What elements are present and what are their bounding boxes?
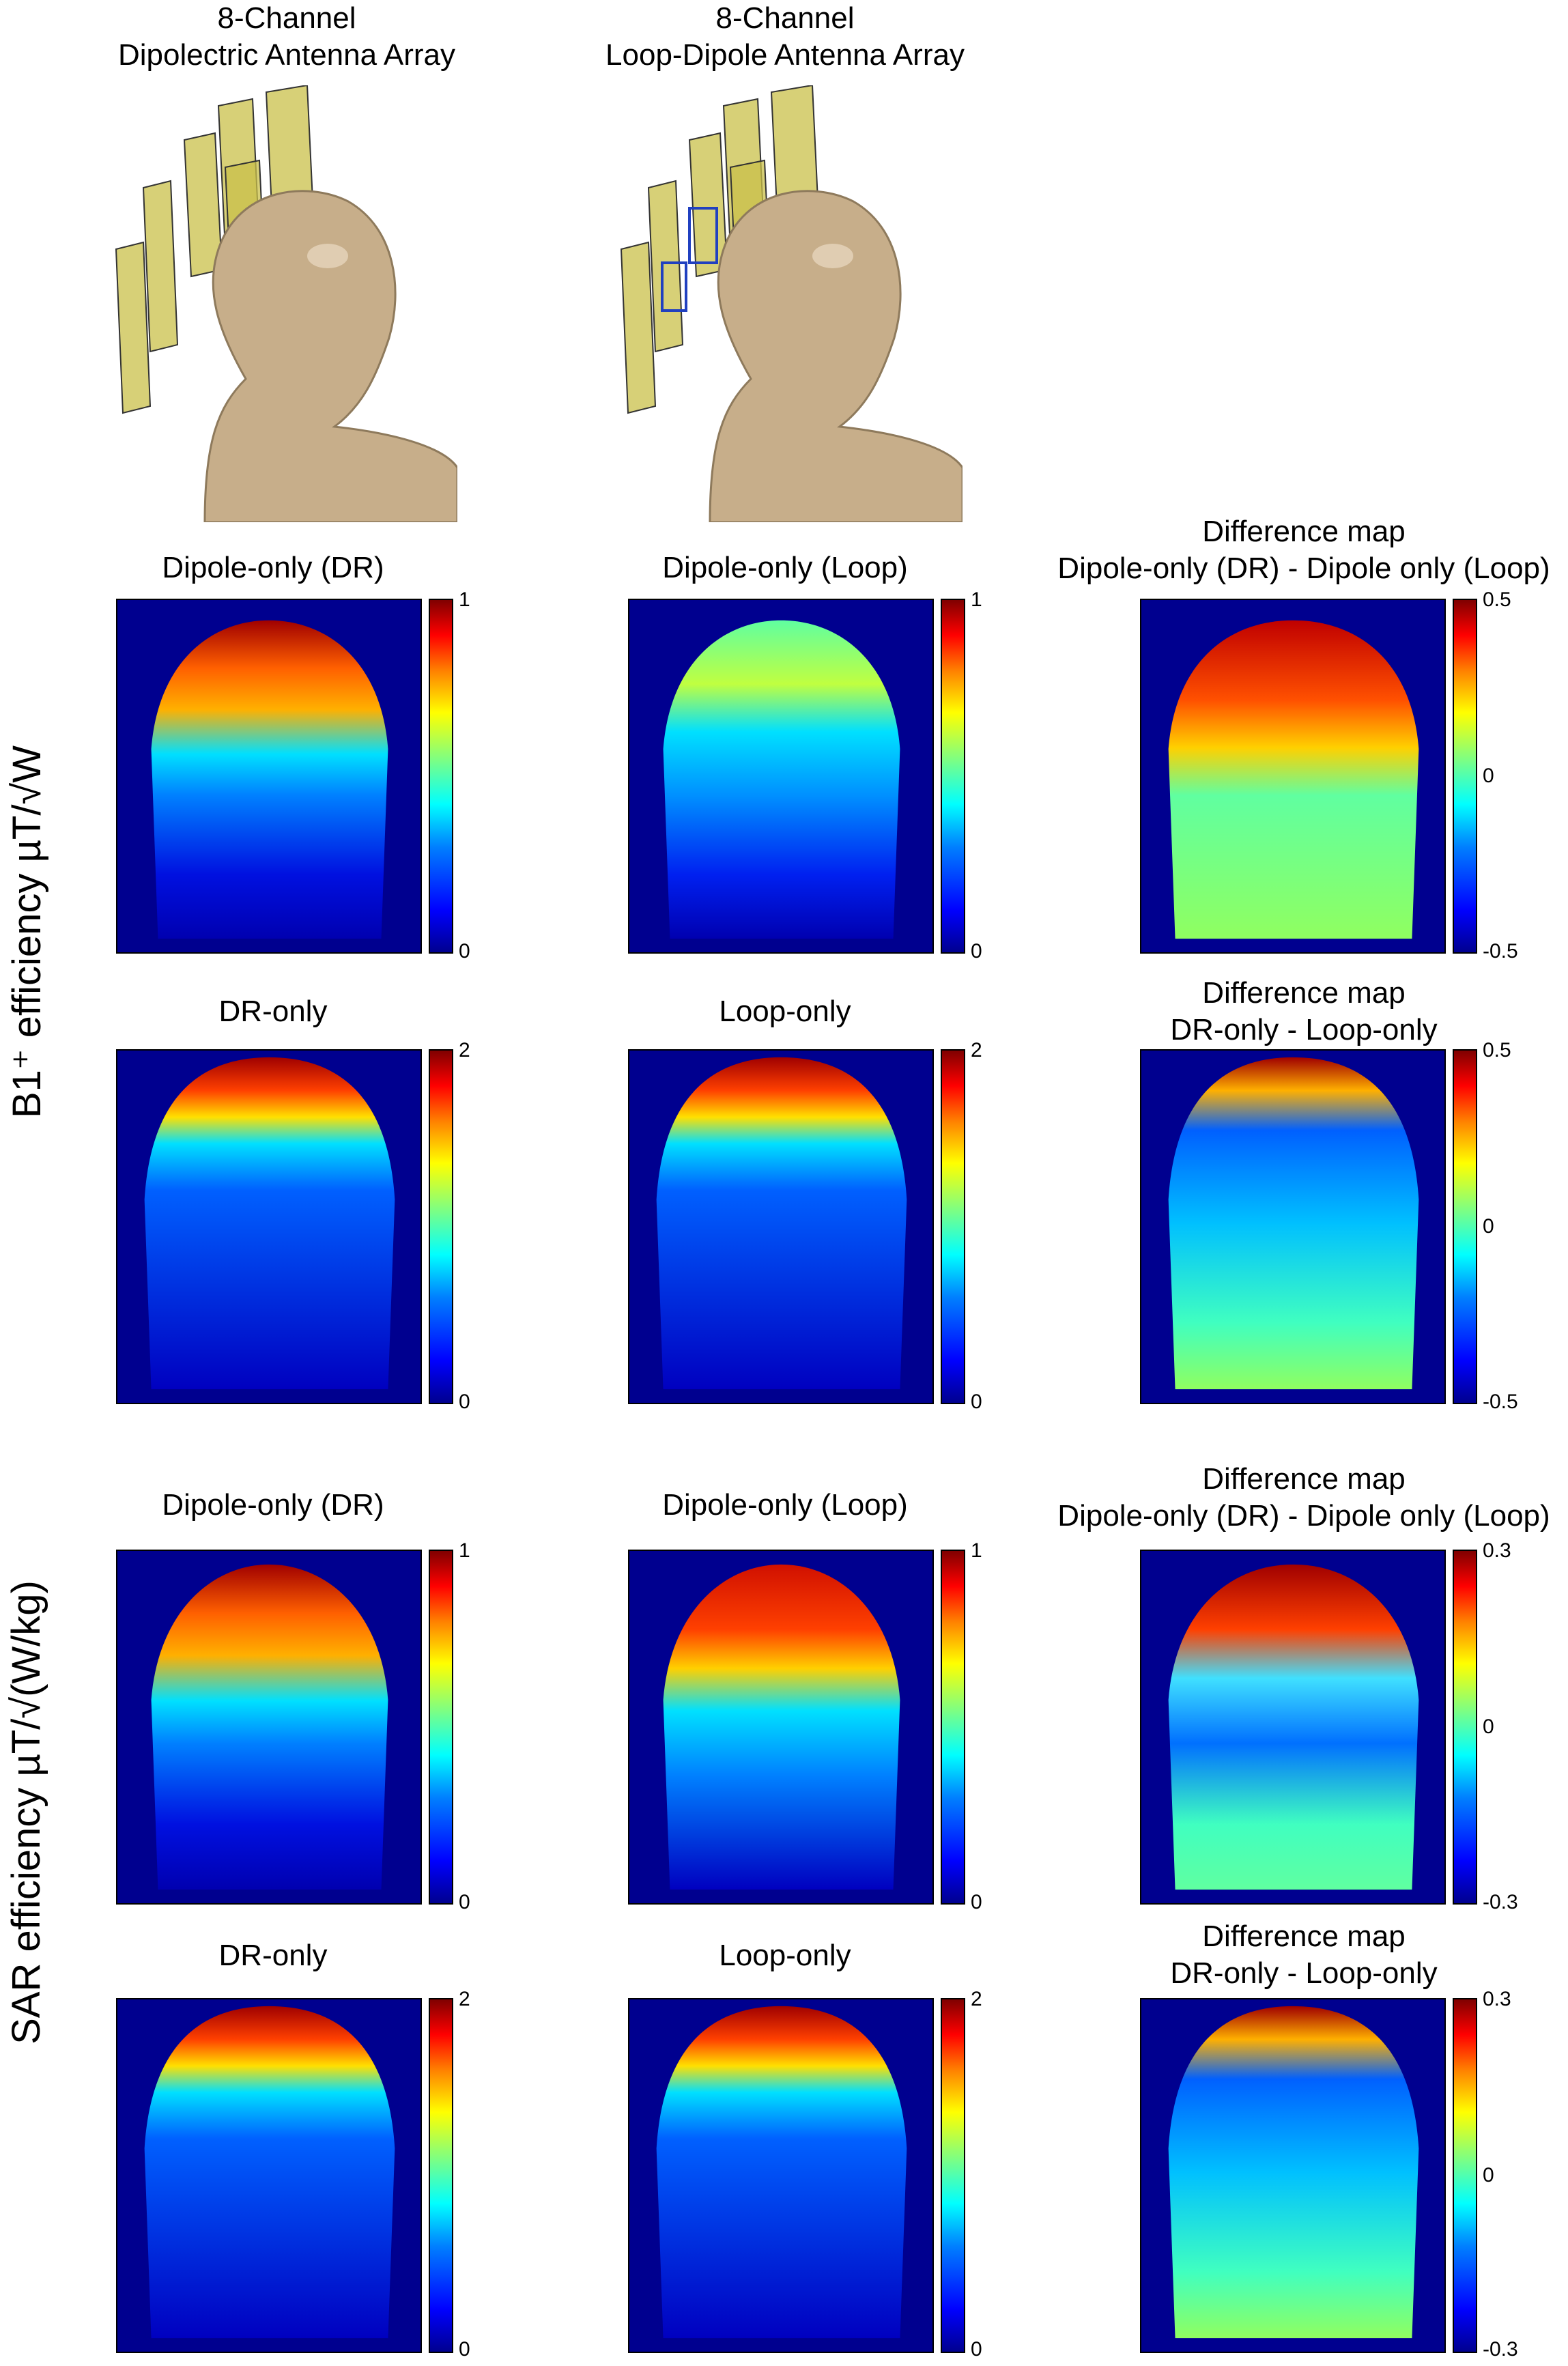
cbar-tick-top: 1 bbox=[459, 588, 470, 611]
colorbar-r1c1 bbox=[429, 599, 453, 954]
cbar-tick-bottom: -0.3 bbox=[1483, 1891, 1518, 1913]
panel-title-r2c1: DR-only bbox=[218, 995, 328, 1028]
col1-title-line1: 8-Channel bbox=[217, 1, 356, 35]
panel-title-r4c3-line1: Difference map bbox=[1202, 1920, 1406, 1953]
panel-title-r3c3-line2: Dipole-only (DR) - Dipole only (Loop) bbox=[1057, 1499, 1550, 1533]
panel-title-r4c2: Loop-only bbox=[719, 1939, 851, 1972]
panel-title-r1c3-line2: Dipole-only (DR) - Dipole only (Loop) bbox=[1057, 552, 1550, 585]
panel-title-r3c1: Dipole-only (DR) bbox=[162, 1488, 384, 1522]
panel-title-r1c3-line1: Difference map bbox=[1202, 515, 1406, 548]
panel-title-r4c3-line2: DR-only - Loop-only bbox=[1170, 1956, 1438, 1990]
colorbar-r1c2 bbox=[941, 599, 965, 954]
heatmap-r1c1 bbox=[116, 599, 422, 954]
panel-title-r1c2: Dipole-only (Loop) bbox=[662, 551, 908, 584]
cbar-tick-mid: 0 bbox=[1483, 765, 1494, 787]
panel-title-r1c1: Dipole-only (DR) bbox=[162, 551, 384, 584]
colorbar-r4c1 bbox=[429, 1998, 453, 2353]
colorbar-r3c2 bbox=[941, 1550, 965, 1905]
cbar-tick-top: 1 bbox=[459, 1539, 470, 1562]
heatmap-r2c1 bbox=[116, 1049, 422, 1404]
cbar-tick-top: 0.5 bbox=[1483, 588, 1511, 611]
panel-title-r4c1: DR-only bbox=[218, 1939, 328, 1972]
cbar-tick-top: 2 bbox=[459, 1988, 470, 2010]
cbar-tick-bottom: 0 bbox=[459, 1891, 470, 1913]
col2-title-line2: Loop-Dipole Antenna Array bbox=[605, 38, 965, 72]
colorbar-r2c2 bbox=[941, 1049, 965, 1404]
col2-title-line1: 8-Channel bbox=[715, 1, 855, 35]
cbar-tick-bottom: 0 bbox=[971, 1391, 982, 1413]
heatmap-r3c2 bbox=[628, 1550, 934, 1905]
head-render-loop-dipole bbox=[608, 84, 964, 524]
row-label-b1: B1⁺ efficiency µT/√W bbox=[5, 745, 49, 1119]
cbar-tick-bottom: -0.3 bbox=[1483, 2338, 1518, 2361]
cbar-tick-top: 0.3 bbox=[1483, 1988, 1511, 2010]
row-label-sar: SAR efficiency µT/√(W/kg) bbox=[4, 1580, 48, 2044]
colorbar-r2c1 bbox=[429, 1049, 453, 1404]
colorbar-r2c3 bbox=[1453, 1049, 1477, 1404]
panel-title-r2c3-line2: DR-only - Loop-only bbox=[1170, 1013, 1438, 1046]
cbar-tick-bottom: 0 bbox=[459, 940, 470, 963]
cbar-tick-mid: 0 bbox=[1483, 1715, 1494, 1738]
heatmap-r3c3 bbox=[1140, 1550, 1446, 1905]
cbar-tick-bottom: 0 bbox=[971, 2338, 982, 2361]
heatmap-r4c1 bbox=[116, 1998, 422, 2353]
cbar-tick-top: 1 bbox=[971, 1539, 982, 1562]
col1-title-line2: Dipolectric Antenna Array bbox=[117, 38, 456, 72]
colorbar-r4c2 bbox=[941, 1998, 965, 2353]
cbar-tick-bottom: 0 bbox=[971, 1891, 982, 1913]
panel-title-r2c3-line1: Difference map bbox=[1202, 976, 1406, 1010]
cbar-tick-top: 2 bbox=[459, 1039, 470, 1061]
colorbar-r4c3 bbox=[1453, 1998, 1477, 2353]
heatmap-r2c3 bbox=[1140, 1049, 1446, 1404]
cbar-tick-bottom: 0 bbox=[459, 2338, 470, 2361]
cbar-tick-mid: 0 bbox=[1483, 2164, 1494, 2186]
cbar-tick-top: 2 bbox=[971, 1988, 982, 2010]
heatmap-r4c3 bbox=[1140, 1998, 1446, 2353]
colorbar-r1c3 bbox=[1453, 599, 1477, 954]
heatmap-r3c1 bbox=[116, 1550, 422, 1905]
panel-title-r3c2: Dipole-only (Loop) bbox=[662, 1488, 908, 1522]
heatmap-r2c2 bbox=[628, 1049, 934, 1404]
cbar-tick-mid: 0 bbox=[1483, 1215, 1494, 1238]
panel-title-r3c3-line1: Difference map bbox=[1202, 1462, 1406, 1496]
head-render-dipolectric bbox=[102, 84, 459, 524]
colorbar-r3c3 bbox=[1453, 1550, 1477, 1905]
cbar-tick-top: 2 bbox=[971, 1039, 982, 1061]
cbar-tick-top: 1 bbox=[971, 588, 982, 611]
heatmap-r4c2 bbox=[628, 1998, 934, 2353]
heatmap-r1c3 bbox=[1140, 599, 1446, 954]
heatmap-r1c2 bbox=[628, 599, 934, 954]
cbar-tick-top: 0.3 bbox=[1483, 1539, 1511, 1562]
cbar-tick-bottom: -0.5 bbox=[1483, 940, 1518, 963]
panel-title-r2c2: Loop-only bbox=[719, 995, 851, 1028]
cbar-tick-bottom: 0 bbox=[459, 1391, 470, 1413]
cbar-tick-bottom: 0 bbox=[971, 940, 982, 963]
colorbar-r3c1 bbox=[429, 1550, 453, 1905]
cbar-tick-bottom: -0.5 bbox=[1483, 1391, 1518, 1413]
cbar-tick-top: 0.5 bbox=[1483, 1039, 1511, 1061]
